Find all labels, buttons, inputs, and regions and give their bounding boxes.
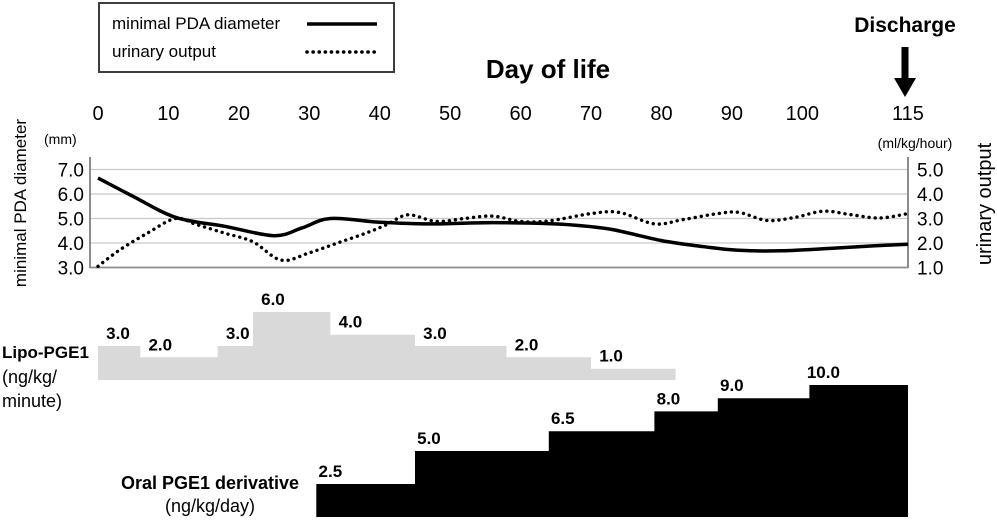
left-y-tick-label: 4.0 — [58, 234, 84, 255]
right-y-tick-label: 5.0 — [917, 161, 943, 182]
lipo-dose-label: 3.0 — [423, 324, 447, 343]
urinary-output-line — [96, 209, 910, 268]
oral-pge1-title: Oral PGE1 derivative — [120, 473, 300, 493]
x-tick-label: 0 — [92, 103, 103, 125]
x-tick-label: 80 — [650, 103, 672, 125]
oral-pge1-bars — [316, 385, 908, 517]
oral-dose-label: 9.0 — [720, 376, 744, 395]
x-tick-label: 30 — [298, 103, 320, 125]
lipo-dose-label: 2.0 — [148, 335, 172, 354]
x-tick-label: 20 — [228, 103, 250, 125]
left-y-tick-label: 6.0 — [58, 185, 84, 206]
oral-pge1-label: Oral PGE1 derivative (ng/kg/day) — [112, 472, 308, 518]
lipo-pge1-unit-line2: minute) — [2, 391, 63, 411]
right-y-tick-label: 3.0 — [917, 210, 943, 231]
x-tick-label: 90 — [721, 103, 743, 125]
right-y-tick-label: 2.0 — [917, 234, 943, 255]
lipo-pge1-bars — [98, 312, 676, 380]
discharge-arrow-icon — [894, 47, 916, 97]
oral-dose-label: 2.5 — [319, 462, 343, 481]
right-y-tick-label: 1.0 — [917, 259, 943, 280]
x-tick-label: 70 — [580, 103, 602, 125]
oral-dose-label: 6.5 — [551, 409, 575, 428]
left-axis-title: minimal PDA diameter — [11, 118, 30, 288]
lipo-pge1-unit-line1: (ng/kg/ — [2, 367, 58, 387]
oral-dose-label: 10.0 — [807, 363, 840, 382]
left-axis-unit: (mm) — [44, 131, 77, 147]
lipo-pge1-label: Lipo-PGE1 (ng/kg/ minute) — [2, 341, 122, 413]
lipo-dose-label: 3.0 — [226, 324, 250, 343]
lipo-dose-label: 6.0 — [261, 290, 285, 309]
oral-pge1-unit: (ng/kg/day) — [164, 496, 256, 516]
x-tick-label: 115 — [892, 103, 924, 125]
x-tick-label: 50 — [439, 103, 461, 125]
legend-label-urinary-output: urinary output — [112, 42, 216, 61]
oral-dose-label: 8.0 — [657, 389, 681, 408]
x-tick-label: 60 — [509, 103, 531, 125]
right-axis-title: urinary output — [974, 142, 996, 266]
lipo-pge1-title: Lipo-PGE1 — [2, 343, 89, 362]
left-y-tick-label: 3.0 — [58, 259, 84, 280]
right-y-tick-label: 4.0 — [917, 185, 943, 206]
left-y-tick-label: 5.0 — [58, 210, 84, 231]
x-axis-title: Day of life — [485, 54, 611, 84]
lipo-dose-label: 2.0 — [515, 335, 539, 354]
legend-label-pda-diameter: minimal PDA diameter — [112, 14, 281, 33]
minimal-pda-diameter-line — [97, 176, 909, 253]
left-y-tick-label: 7.0 — [58, 161, 84, 182]
legend-dotted-line-icon — [305, 50, 379, 54]
legend-solid-line-icon — [307, 22, 377, 26]
lipo-dose-label: 3.0 — [106, 324, 130, 343]
legend: minimal PDA diameter urinary output — [98, 2, 395, 73]
discharge-annotation: Discharge — [854, 14, 956, 37]
right-axis-unit: (ml/kg/hour) — [877, 135, 953, 151]
legend-item-pda-diameter: minimal PDA diameter — [112, 12, 380, 36]
x-tick-label: 40 — [369, 103, 391, 125]
lipo-dose-label: 4.0 — [339, 313, 363, 332]
legend-item-urinary-output: urinary output — [112, 40, 380, 64]
oral-dose-label: 5.0 — [417, 429, 441, 448]
x-tick-label: 100 — [786, 103, 819, 125]
lipo-dose-label: 1.0 — [599, 347, 623, 366]
x-tick-label: 10 — [157, 103, 179, 125]
